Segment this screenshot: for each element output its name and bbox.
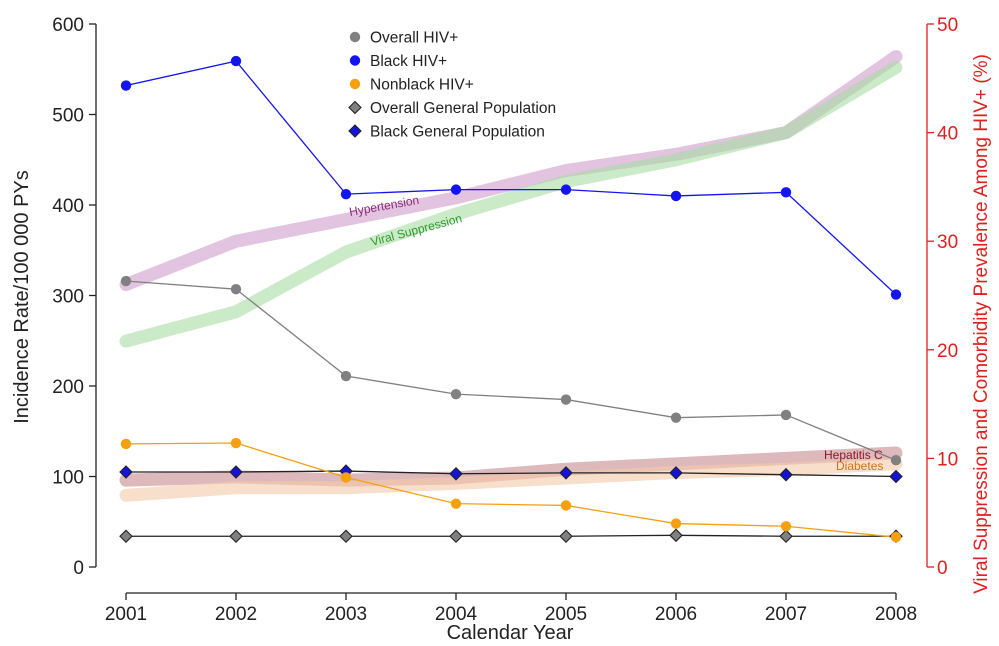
point-overall-hiv [890,455,902,466]
point-black-general-population [669,466,683,480]
legend-label-overall-general-population: Overall General Population [370,100,556,117]
y-tick-label-left: 100 [52,468,84,489]
y-tick-label-left: 0 [73,558,84,579]
x-tick-label: 2005 [545,604,587,625]
point-black-hiv [890,289,902,300]
x-tick-label: 2008 [875,604,917,625]
point-nonblack-hiv [560,500,572,511]
band-labels: Hypertension Viral Suppression Hepatitis… [348,193,883,473]
y-tick-label-left: 600 [52,15,84,36]
point-overall-hiv [670,412,682,423]
y-axis-title: Incidence Rate/100 000 PYs [11,170,33,424]
legend-marker-overall-hiv [349,31,361,43]
point-overall-general-population [559,529,573,544]
band-viral-suppression [119,60,903,348]
legend-label-overall-hiv: Overall HIV+ [370,30,458,47]
legend-marker-nonblack-hiv [349,78,361,90]
x-axis-title: Calendar Year [447,622,574,644]
point-black-general-population [229,465,243,479]
point-black-general-population [889,469,903,484]
series-markers [119,55,903,544]
point-nonblack-hiv [230,437,242,449]
point-nonblack-hiv [340,472,352,483]
point-black-hiv [450,184,462,195]
x-tick-label: 2001 [105,604,147,625]
y-tick-label-right: 50 [937,15,958,36]
band-label-hepatitis-c: Hepatitis C [824,448,883,462]
point-overall-hiv [450,388,462,400]
x-tick-label: 2002 [215,604,257,625]
line-black-general-population [126,470,897,478]
y-axis-right-title: Viral Suppression and Comorbidity Preval… [971,54,992,594]
series-lines [125,60,897,538]
y-tick-label-left: 300 [52,287,84,308]
point-overall-general-population [779,529,793,544]
band-label-diabetes: Diabetes [836,459,883,473]
legend-marker-black-hiv [349,55,361,66]
line-nonblack-hiv [125,442,897,538]
band-hypertension [119,50,903,292]
point-black-hiv [340,188,352,200]
band-diabetes [119,457,903,502]
x-tick-label: 2003 [325,604,367,625]
point-black-hiv [560,184,572,195]
point-black-general-population [449,467,463,481]
point-black-hiv [670,190,682,202]
point-overall-hiv [340,370,352,382]
legend: Overall HIV+ Black HIV+ Nonblack HIV+ Overa… [348,30,556,141]
point-overall-general-population [449,529,463,544]
point-nonblack-hiv [450,498,462,509]
point-overall-general-population [119,529,133,544]
line-overall-hiv [125,280,897,461]
point-overall-hiv [120,275,132,287]
y-tick-label-left: 500 [52,106,84,127]
legend-marker-black-general-population [348,124,362,138]
point-nonblack-hiv [120,438,132,450]
legend-label-black-hiv: Black HIV+ [370,53,447,70]
line-overall-general-population [126,534,896,537]
point-black-general-population [779,467,793,482]
point-black-general-population [559,466,573,480]
point-overall-hiv [780,409,792,421]
point-black-hiv [120,80,132,91]
point-overall-general-population [229,529,243,544]
y-tick-label-right: 20 [937,341,958,362]
y-tick-label-left: 400 [52,196,84,217]
point-overall-general-population [669,528,683,543]
comorbidity-bands [119,50,903,502]
point-nonblack-hiv [670,518,682,529]
y-tick-label-right: 10 [937,449,958,470]
point-black-general-population [119,465,133,479]
legend-label-nonblack-hiv: Nonblack HIV+ [370,77,474,94]
point-overall-general-population [339,529,353,544]
y-tick-label-right: 0 [937,558,948,579]
point-nonblack-hiv [890,531,902,543]
y-tick-label-right: 40 [937,124,958,145]
y-tick-label-left: 200 [52,377,84,398]
point-nonblack-hiv [780,521,792,532]
legend-marker-overall-general-population [348,100,362,115]
x-tick-label: 2006 [655,604,697,625]
point-overall-hiv [560,394,572,405]
x-tick-label: 2004 [435,604,478,625]
point-black-hiv [780,187,792,198]
y-tick-label-right: 30 [937,232,958,253]
legend-label-black-general-population: Black General Population [370,124,545,141]
x-tick-label: 2007 [765,604,807,625]
axes: 0 100 200 300 400 500 600 0 10 20 30 40 50 2001 2002 20… [52,15,958,625]
point-black-hiv [230,55,242,67]
point-overall-hiv [230,283,242,295]
line-black-hiv [125,60,897,296]
